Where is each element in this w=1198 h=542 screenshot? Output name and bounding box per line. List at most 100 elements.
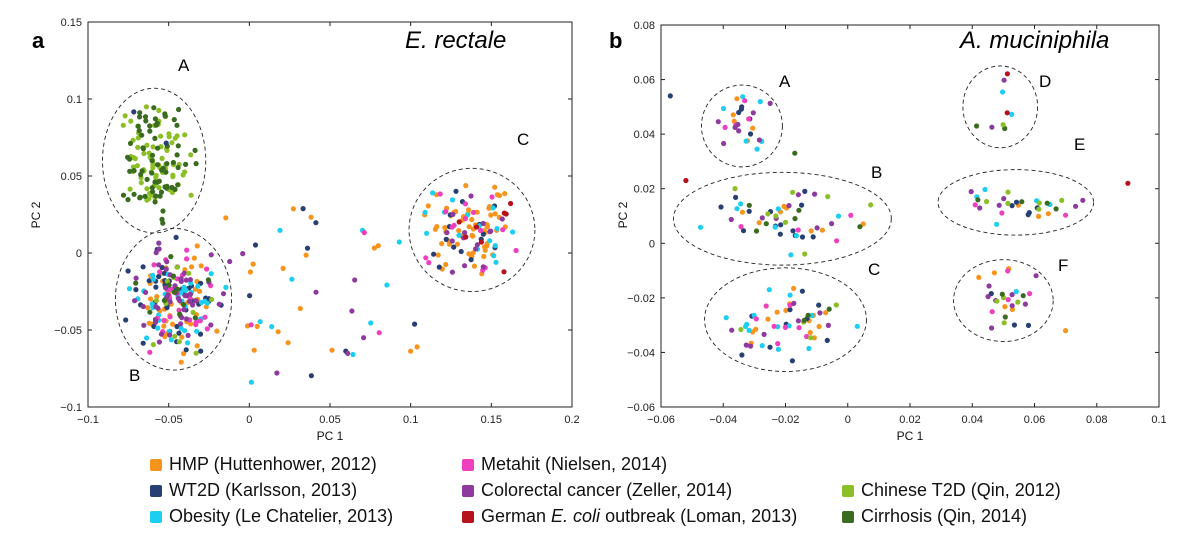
scatter-point bbox=[1009, 306, 1016, 312]
scatter-point bbox=[424, 230, 430, 236]
scatter-point bbox=[439, 241, 445, 247]
cluster-label-b-E: E bbox=[1074, 135, 1085, 154]
scatter-point bbox=[819, 227, 826, 233]
scatter-point bbox=[736, 128, 742, 134]
x-tick-label: 0.06 bbox=[1024, 414, 1045, 426]
scatter-point bbox=[729, 327, 735, 333]
scatter-point bbox=[1004, 71, 1011, 77]
scatter-point bbox=[788, 252, 794, 258]
legend-item-german: German E. coli outbreak (Loman, 2013) bbox=[462, 506, 797, 527]
scatter-point bbox=[308, 214, 314, 220]
scatter-point bbox=[162, 111, 168, 117]
scatter-point bbox=[683, 177, 689, 184]
scatter-point bbox=[152, 135, 158, 141]
scatter-point bbox=[801, 317, 807, 323]
scatter-point bbox=[434, 224, 440, 230]
scatter-point bbox=[743, 342, 749, 348]
scatter-point bbox=[449, 269, 455, 275]
scatter-point bbox=[778, 222, 784, 228]
scatter-point bbox=[774, 309, 780, 315]
legend-swatch-chinese-t2d bbox=[842, 484, 854, 497]
scatter-point bbox=[750, 110, 756, 116]
scatter-point bbox=[198, 299, 205, 306]
scatter-point bbox=[796, 207, 802, 213]
scatter-point bbox=[303, 252, 309, 258]
scatter-point bbox=[144, 186, 150, 192]
scatter-point bbox=[426, 260, 432, 266]
y-tick-label: 0.05 bbox=[61, 171, 82, 183]
scatter-point bbox=[748, 343, 754, 349]
scatter-point bbox=[490, 205, 496, 211]
scatter-point bbox=[174, 286, 181, 292]
x-tick-label: −0.05 bbox=[155, 414, 183, 426]
scatter-point bbox=[431, 251, 437, 257]
scatter-point bbox=[153, 174, 159, 180]
scatter-point bbox=[194, 328, 200, 334]
scatter-point bbox=[771, 323, 777, 329]
scatter-point bbox=[1019, 199, 1025, 205]
scatter-point bbox=[423, 255, 429, 261]
legend-label-wt2d: WT2D (Karlsson, 2013) bbox=[169, 480, 358, 500]
scatter-point bbox=[792, 216, 798, 222]
y-tick-label: 0 bbox=[76, 248, 82, 260]
scatter-point bbox=[204, 300, 210, 306]
scatter-point bbox=[150, 276, 156, 282]
x-tick-label: 0 bbox=[845, 414, 851, 426]
scatter-point bbox=[132, 156, 138, 162]
scatter-point bbox=[1053, 206, 1059, 212]
scatter-point bbox=[135, 123, 141, 129]
points-panel-a bbox=[120, 104, 519, 385]
scatter-point bbox=[435, 252, 441, 258]
scatter-point bbox=[484, 222, 490, 228]
scatter-point bbox=[826, 306, 832, 312]
scatter-point bbox=[184, 256, 190, 262]
scatter-point bbox=[140, 145, 146, 151]
scatter-point bbox=[149, 301, 155, 307]
scatter-point bbox=[171, 289, 177, 295]
chart-title-a: E. rectale bbox=[405, 27, 506, 54]
scatter-point bbox=[132, 298, 138, 304]
scatter-point bbox=[782, 219, 789, 225]
scatter-point bbox=[178, 325, 184, 331]
scatter-point bbox=[463, 234, 469, 240]
panel-a: −0.1 −0.05 0 0.05 0.1 0.15 0.2 0.15 0.1 0.05 0 −0.0… bbox=[29, 17, 580, 440]
scatter-point bbox=[1005, 268, 1011, 274]
scatter-point bbox=[154, 294, 160, 300]
scatter-point bbox=[487, 238, 493, 244]
scatter-point bbox=[854, 323, 860, 329]
scatter-point bbox=[153, 193, 159, 199]
scatter-point bbox=[1045, 211, 1051, 217]
scatter-point bbox=[437, 191, 443, 197]
points-panel-b bbox=[667, 71, 1131, 364]
scatter-point bbox=[170, 321, 176, 327]
scatter-point bbox=[1044, 200, 1050, 206]
legend-label-metahit: Metahit (Nielsen, 2014) bbox=[481, 454, 668, 474]
scatter-point bbox=[1001, 77, 1007, 83]
scatter-point bbox=[168, 254, 174, 260]
scatter-point bbox=[1036, 206, 1042, 212]
scatter-point bbox=[193, 350, 199, 356]
scatter-point bbox=[151, 262, 157, 268]
scatter-point bbox=[667, 93, 673, 99]
cluster-label-b-B: B bbox=[871, 163, 882, 182]
scatter-point bbox=[209, 296, 215, 303]
scatter-point bbox=[991, 270, 998, 276]
scatter-point bbox=[470, 209, 477, 215]
scatter-point bbox=[150, 162, 156, 168]
cluster-ellipse-E bbox=[937, 169, 1095, 236]
scatter-point bbox=[247, 293, 253, 299]
scatter-point bbox=[175, 295, 181, 301]
scatter-point bbox=[147, 309, 153, 315]
scatter-point bbox=[493, 259, 499, 265]
x-tick-label: 0.15 bbox=[481, 414, 502, 426]
scatter-point bbox=[994, 298, 1000, 304]
x-tick-label: 0.08 bbox=[1086, 414, 1107, 426]
scatter-point bbox=[503, 211, 509, 217]
scatter-point bbox=[444, 230, 450, 236]
scatter-point bbox=[1022, 301, 1028, 307]
scatter-point bbox=[765, 211, 771, 217]
scatter-point bbox=[150, 189, 156, 195]
scatter-point bbox=[443, 261, 449, 268]
scatter-point bbox=[174, 323, 180, 330]
scatter-point bbox=[174, 264, 180, 270]
